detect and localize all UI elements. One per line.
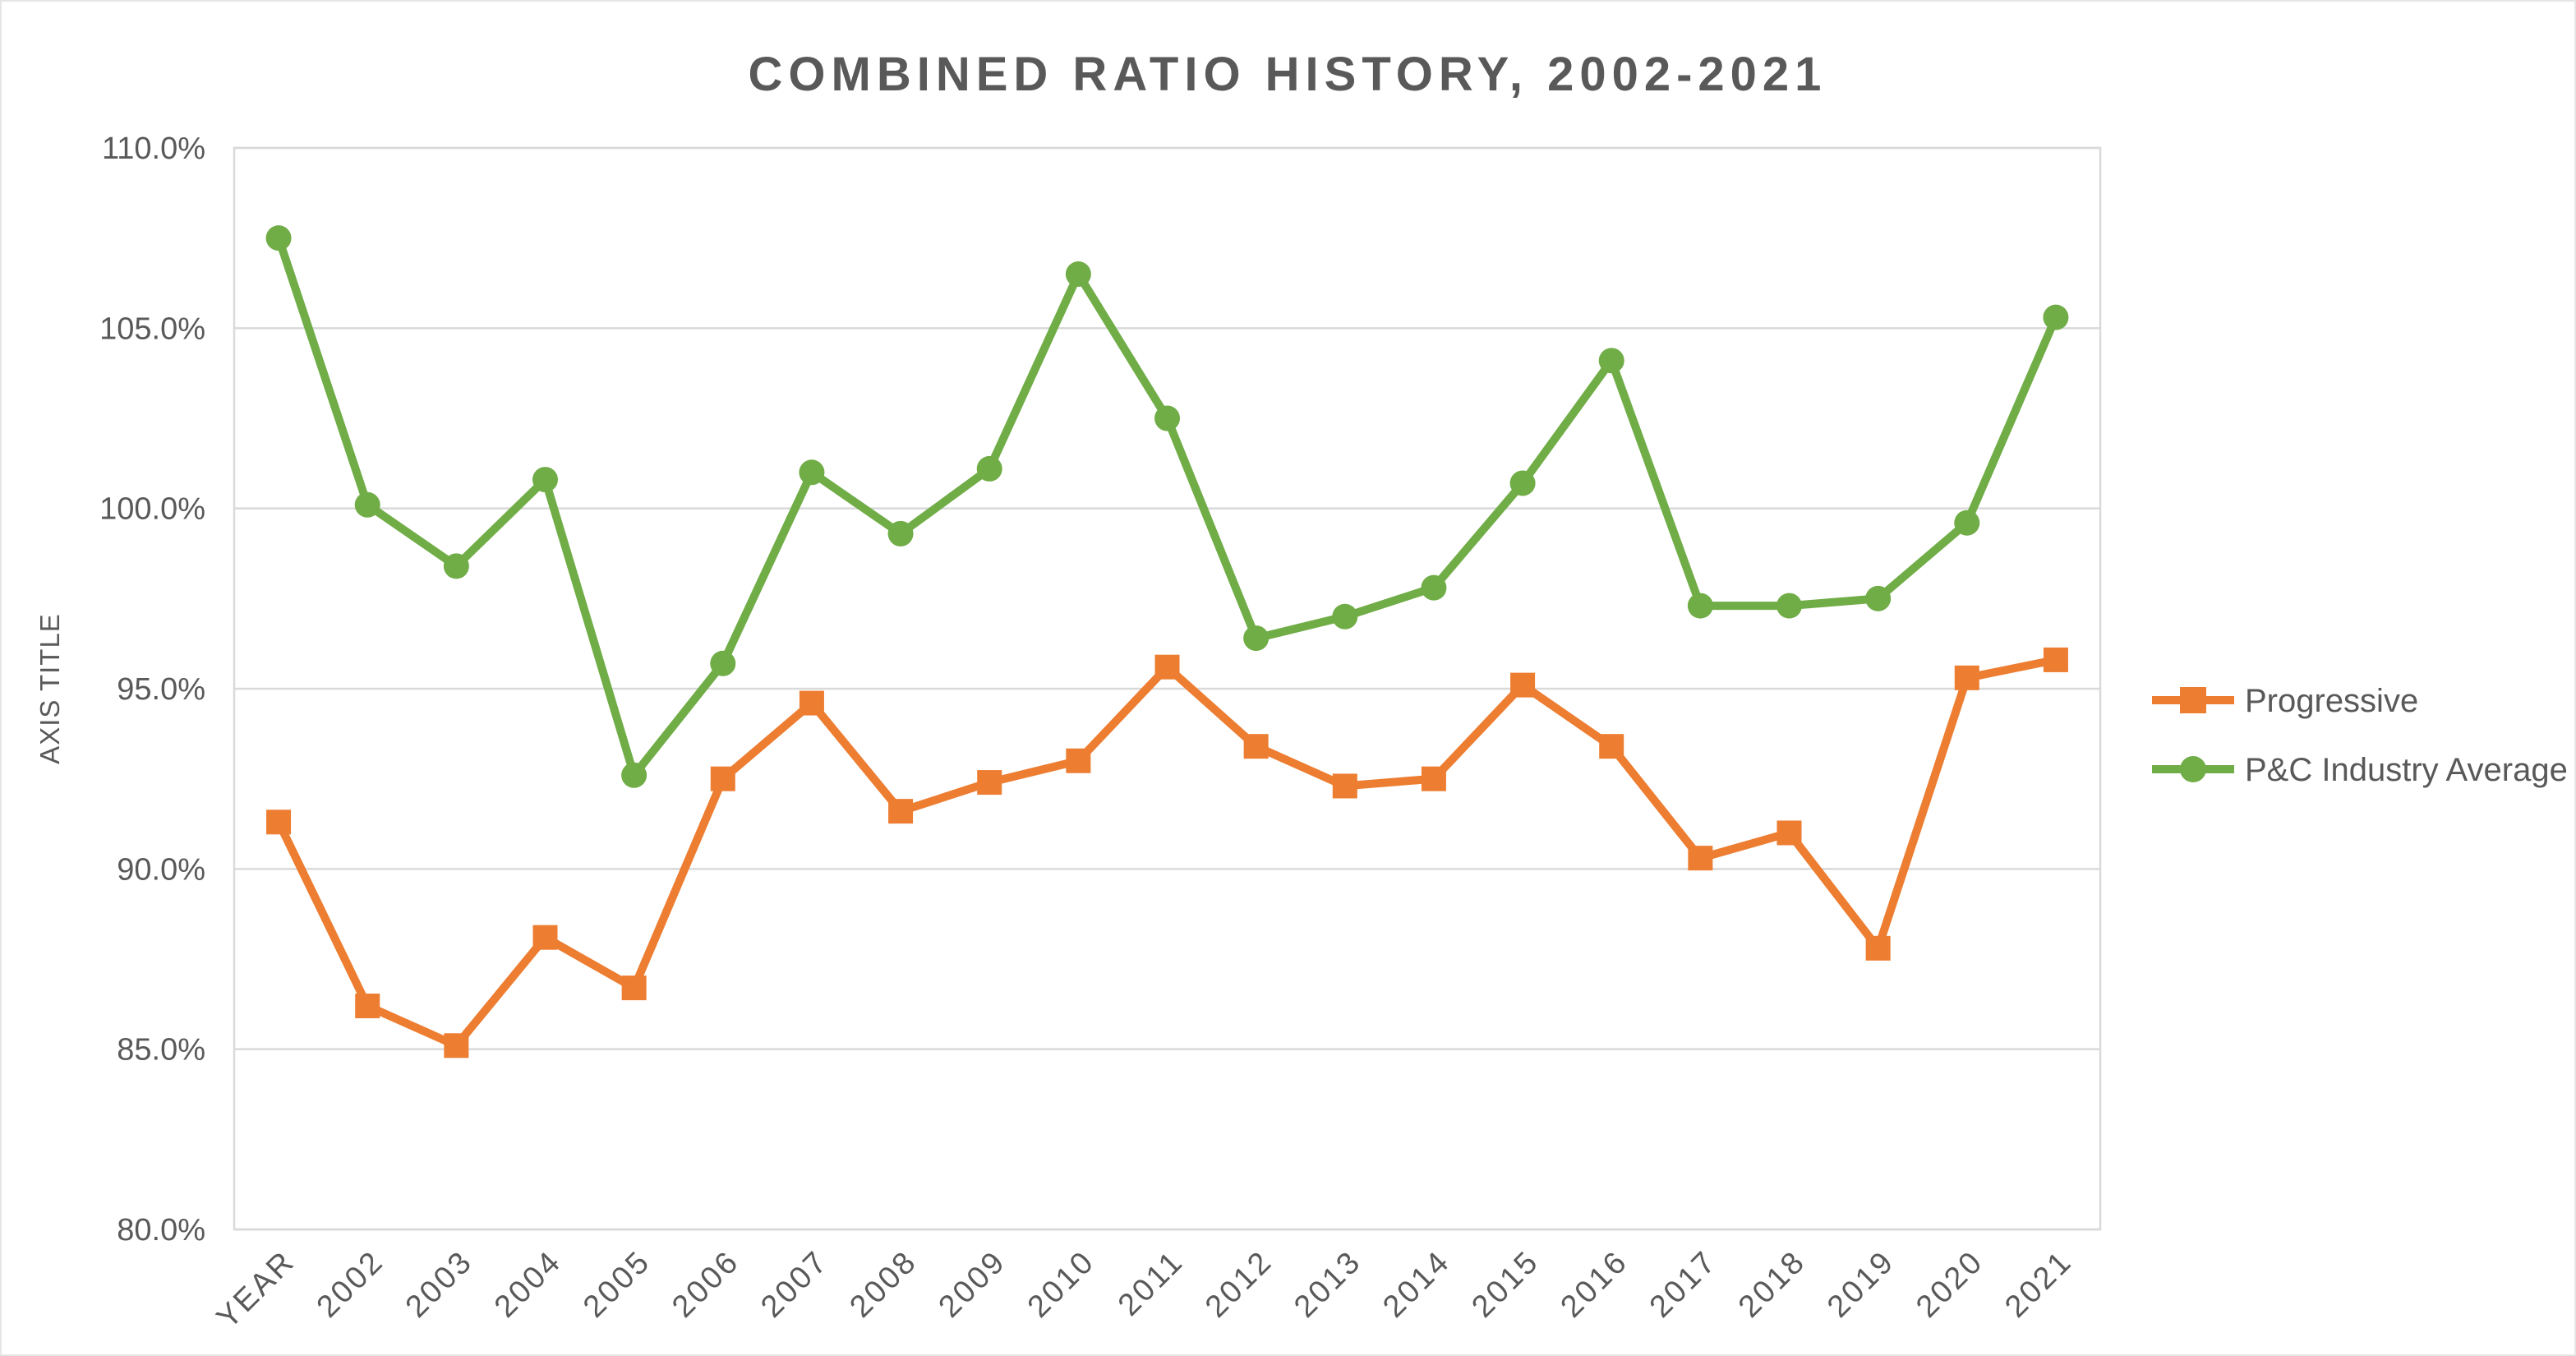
y-tick-label: 105.0% xyxy=(99,311,205,346)
data-point-circle-p-c-industry-average xyxy=(799,459,825,486)
x-tick-label: YEAR xyxy=(210,1244,302,1335)
data-point-square-progressive xyxy=(888,799,914,824)
legend-circle-marker-icon xyxy=(2180,756,2206,782)
y-tick-label: 100.0% xyxy=(99,492,205,527)
x-tick-label: 2014 xyxy=(1376,1244,1457,1325)
legend-label: Progressive xyxy=(2245,683,2418,719)
legend-square-marker-icon xyxy=(2180,687,2206,713)
x-tick-label: 2016 xyxy=(1555,1244,1635,1325)
data-point-square-progressive xyxy=(355,994,380,1019)
series-line-progressive xyxy=(274,655,2060,1050)
y-tick-label: 80.0% xyxy=(117,1213,205,1248)
data-point-circle-p-c-industry-average xyxy=(1687,593,1713,619)
data-point-circle-p-c-industry-average xyxy=(265,225,292,251)
data-point-square-progressive xyxy=(1688,846,1713,871)
data-point-circle-p-c-industry-average xyxy=(1509,470,1536,496)
legend: Progressive P&C Industry Average xyxy=(2152,683,2568,788)
y-tick-label: 95.0% xyxy=(117,672,205,707)
data-point-circle-p-c-industry-average xyxy=(443,553,469,579)
data-point-circle-p-c-industry-average xyxy=(1865,585,1892,611)
y-tick-label: 90.0% xyxy=(117,852,205,887)
legend-label: P&C Industry Average xyxy=(2245,752,2568,788)
x-tick-label: 2020 xyxy=(1910,1244,1990,1325)
data-point-circle-p-c-industry-average xyxy=(1954,510,1980,536)
data-point-square-progressive xyxy=(1154,654,1180,680)
data-point-circle-p-c-industry-average xyxy=(976,455,1002,482)
data-point-square-progressive xyxy=(1243,734,1269,759)
data-point-circle-p-c-industry-average xyxy=(887,520,914,547)
chart-title: COMBINED RATIO HISTORY, 2002-2021 xyxy=(749,48,1827,101)
legend-item-progressive: Progressive xyxy=(2152,683,2418,719)
data-point-square-progressive xyxy=(710,766,735,791)
series-layer xyxy=(265,225,2069,1059)
data-point-square-progressive xyxy=(1954,665,1979,690)
data-point-square-progressive xyxy=(266,809,292,835)
data-point-square-progressive xyxy=(444,1033,469,1059)
data-point-square-progressive xyxy=(1421,766,1446,791)
data-point-square-progressive xyxy=(2043,647,2068,672)
x-tick-label: 2008 xyxy=(843,1244,924,1325)
x-tick-label: 2011 xyxy=(1112,1244,1191,1323)
x-tick-label: 2006 xyxy=(666,1244,746,1325)
x-tick-label: 2003 xyxy=(399,1244,480,1325)
y-tick-label: 85.0% xyxy=(117,1033,205,1068)
y-axis-tick-labels: 80.0% 85.0% 90.0% 95.0% 100.0% 105.0% 110.0% xyxy=(99,131,205,1248)
data-point-circle-p-c-industry-average xyxy=(710,650,736,676)
data-point-square-progressive xyxy=(799,690,824,716)
data-point-square-progressive xyxy=(977,770,1002,796)
x-tick-label: 2021 xyxy=(1998,1244,2079,1325)
y-axis-title: AXIS TITLE xyxy=(35,613,65,764)
x-tick-label: 2018 xyxy=(1732,1244,1813,1325)
x-tick-label: 2002 xyxy=(311,1244,391,1325)
x-axis-tick-labels: YEAR 2002 2003 2004 2005 2006 2007 2008 2009 2010… xyxy=(210,1244,2079,1335)
y-tick-label: 110.0% xyxy=(102,131,205,166)
data-point-circle-p-c-industry-average xyxy=(2043,304,2069,330)
x-tick-label: 2012 xyxy=(1199,1244,1279,1325)
x-tick-label: 2013 xyxy=(1288,1244,1368,1325)
data-point-square-progressive xyxy=(1599,734,1624,759)
x-tick-label: 2017 xyxy=(1643,1244,1724,1325)
data-point-square-progressive xyxy=(621,975,647,1001)
x-tick-label: 2004 xyxy=(488,1244,569,1325)
x-tick-label: 2019 xyxy=(1821,1244,1901,1325)
data-point-square-progressive xyxy=(1865,935,1891,961)
data-point-circle-p-c-industry-average xyxy=(1776,593,1802,619)
data-point-circle-p-c-industry-average xyxy=(1598,348,1624,374)
data-point-square-progressive xyxy=(1332,773,1357,799)
data-point-circle-p-c-industry-average xyxy=(354,491,380,518)
gridlines xyxy=(233,146,2102,1231)
legend-item-p-c-industry-average: P&C Industry Average xyxy=(2152,752,2568,788)
x-tick-label: 2009 xyxy=(933,1244,1013,1325)
data-point-square-progressive xyxy=(532,925,558,950)
data-point-square-progressive xyxy=(1776,820,1802,846)
x-tick-label: 2007 xyxy=(754,1244,835,1325)
data-point-circle-p-c-industry-average xyxy=(1243,625,1270,652)
plot-border xyxy=(233,146,2102,1231)
data-point-circle-p-c-industry-average xyxy=(1332,603,1358,630)
data-point-circle-p-c-industry-average xyxy=(532,467,558,493)
x-tick-label: 2015 xyxy=(1465,1244,1546,1325)
data-point-square-progressive xyxy=(1510,672,1536,698)
data-point-circle-p-c-industry-average xyxy=(1065,261,1091,288)
data-point-square-progressive xyxy=(1066,748,1091,773)
series-line-p-c-industry-average xyxy=(274,233,2060,780)
x-tick-label: 2010 xyxy=(1021,1244,1102,1325)
data-point-circle-p-c-industry-average xyxy=(621,762,647,788)
x-tick-label: 2005 xyxy=(577,1244,657,1325)
data-point-circle-p-c-industry-average xyxy=(1154,405,1180,431)
data-point-circle-p-c-industry-average xyxy=(1421,574,1447,601)
